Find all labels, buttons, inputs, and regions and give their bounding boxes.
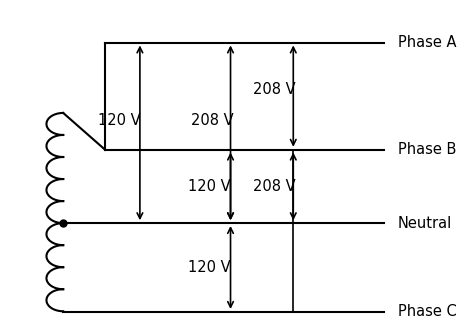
Text: Phase C: Phase C: [398, 304, 456, 319]
Text: Phase A: Phase A: [398, 35, 456, 50]
Text: 208 V: 208 V: [254, 83, 296, 98]
Text: 208 V: 208 V: [254, 179, 296, 194]
Text: 208 V: 208 V: [191, 113, 233, 128]
Text: Phase B: Phase B: [398, 142, 456, 157]
Text: 120 V: 120 V: [98, 113, 140, 128]
Text: 120 V: 120 V: [188, 260, 231, 275]
Text: 120 V: 120 V: [188, 179, 231, 194]
Text: Neutral: Neutral: [398, 215, 452, 231]
